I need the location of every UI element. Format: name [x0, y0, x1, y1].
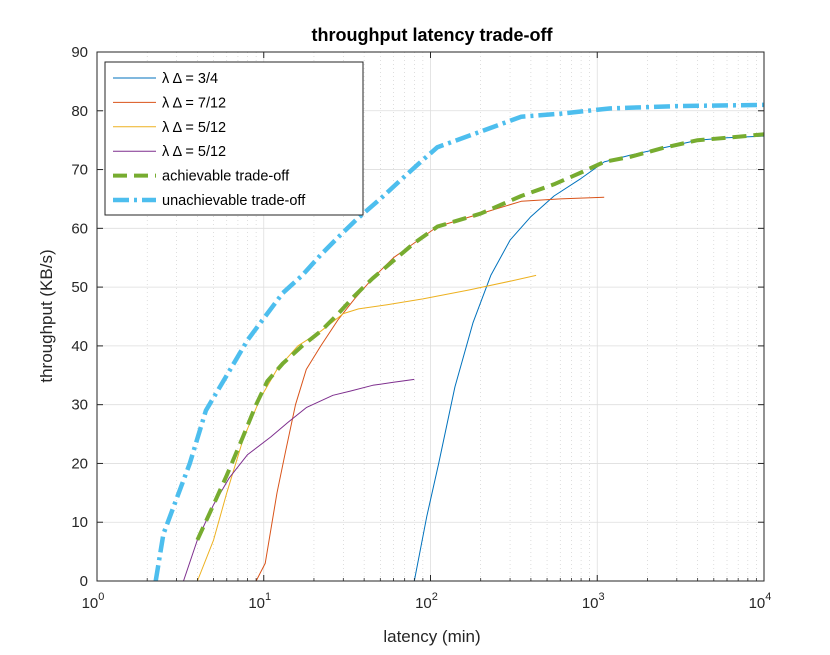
legend-label-1: λ Δ = 3/4 [162, 71, 218, 87]
x-tick-label: 100 [82, 591, 105, 612]
y-tick-label: 30 [71, 397, 88, 414]
legend-box [104, 61, 364, 216]
series-line-4 [183, 378, 415, 582]
legend-label-4: λ Δ = 5/12 [162, 144, 226, 160]
x-tick-label: 101 [248, 591, 271, 612]
y-tick-label: 90 [71, 44, 88, 61]
x-tick-label: 103 [582, 591, 605, 612]
y-tick-label: 70 [71, 162, 88, 179]
y-tick-labels: 0 10 20 30 40 50 60 70 80 90 [71, 44, 88, 590]
series-line-3 [196, 274, 537, 582]
legend-label-3: λ Δ = 5/12 [162, 120, 226, 136]
y-axis-label: throughput (KB/s) [37, 249, 56, 382]
series-line-6 [153, 102, 765, 582]
legend-label-6: unachievable trade-off [162, 193, 306, 209]
legend-label-5: achievable trade-off [162, 169, 290, 185]
y-tick-label: 50 [71, 279, 88, 296]
chart-title: throughput latency trade-off [312, 25, 554, 45]
legend-label-2: λ Δ = 7/12 [162, 95, 226, 111]
series-layer [153, 102, 765, 582]
y-tick-label: 40 [71, 338, 88, 355]
y-tick-label: 0 [80, 573, 88, 590]
y-tick-label: 10 [71, 514, 88, 531]
x-axis-label: latency (min) [383, 627, 480, 646]
x-tick-labels: 100 101 102 103 104 [82, 591, 772, 612]
y-tick-label: 80 [71, 103, 88, 120]
axis-ticks [96, 51, 765, 582]
y-tick-label: 60 [71, 220, 88, 237]
y-tick-label: 20 [71, 455, 88, 472]
x-tick-label: 104 [749, 591, 772, 612]
series-line-5 [195, 132, 765, 541]
legend: λ Δ = 3/4 λ Δ = 7/12 λ Δ = 5/12 λ Δ = 5/12 a… [104, 61, 364, 216]
x-tick-label: 102 [415, 591, 438, 612]
